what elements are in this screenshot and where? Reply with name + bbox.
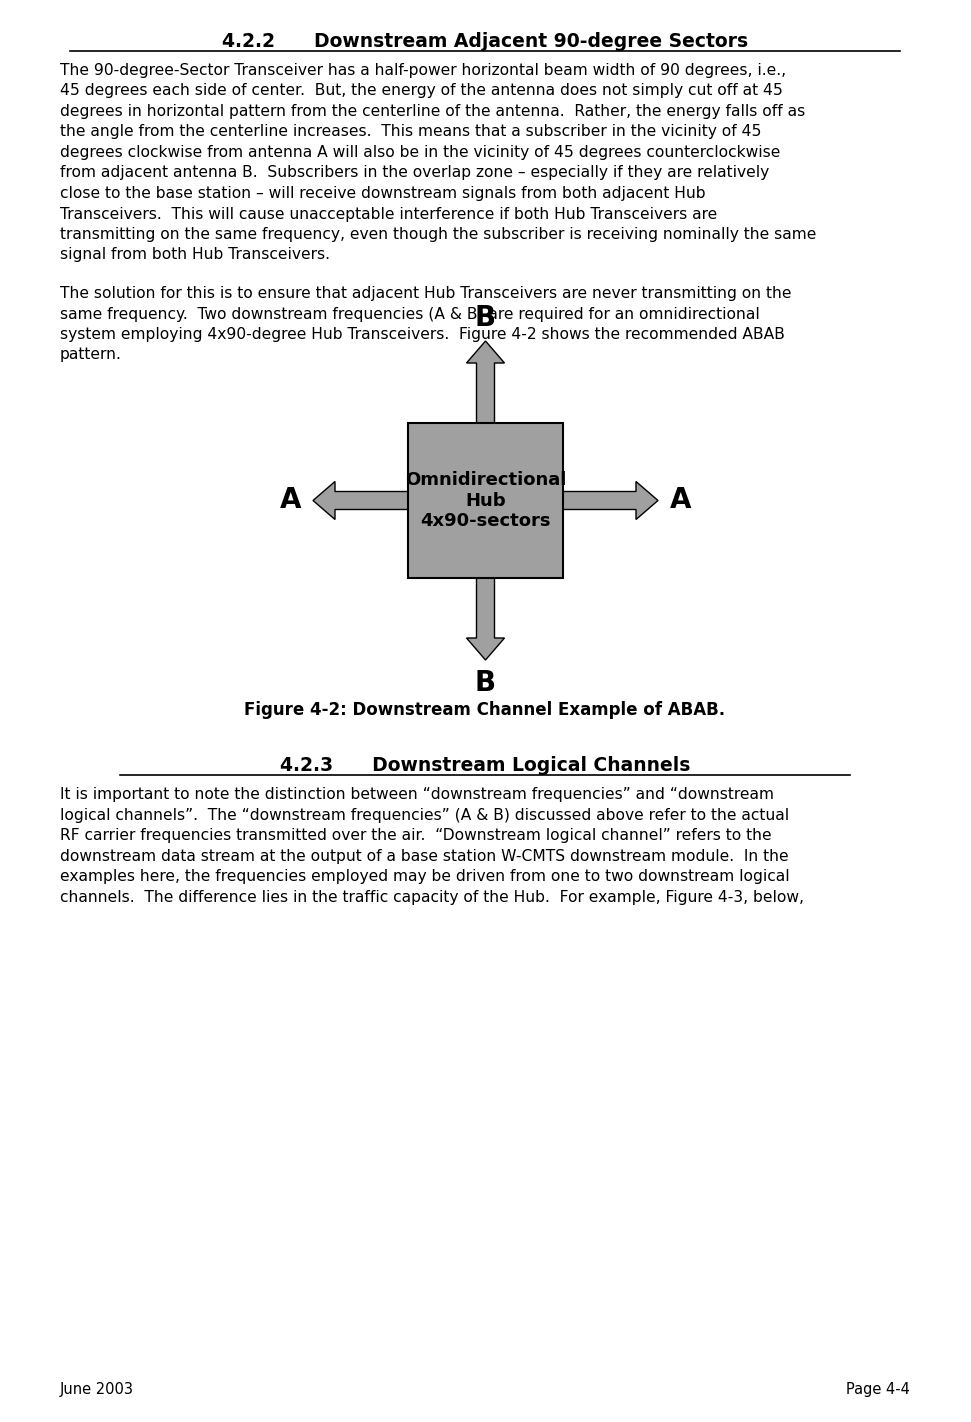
Text: Page 4-4: Page 4-4 bbox=[846, 1382, 910, 1396]
Text: transmitting on the same frequency, even though the subscriber is receiving nomi: transmitting on the same frequency, even… bbox=[60, 228, 817, 242]
Text: Omnidirectional
Hub
4x90-sectors: Omnidirectional Hub 4x90-sectors bbox=[405, 471, 566, 530]
Text: It is important to note the distinction between “downstream frequencies” and “do: It is important to note the distinction … bbox=[60, 786, 774, 802]
Text: A: A bbox=[670, 486, 691, 515]
Text: B: B bbox=[475, 668, 496, 697]
FancyArrow shape bbox=[563, 482, 658, 519]
FancyArrow shape bbox=[313, 482, 408, 519]
Text: the angle from the centerline increases.  This means that a subscriber in the vi: the angle from the centerline increases.… bbox=[60, 125, 761, 139]
Text: The solution for this is to ensure that adjacent Hub Transceivers are never tran: The solution for this is to ensure that … bbox=[60, 286, 791, 301]
FancyBboxPatch shape bbox=[408, 422, 563, 577]
Text: 4.2.3      Downstream Logical Channels: 4.2.3 Downstream Logical Channels bbox=[280, 757, 690, 775]
Text: The 90-degree-Sector Transceiver has a half-power horizontal beam width of 90 de: The 90-degree-Sector Transceiver has a h… bbox=[60, 63, 787, 78]
Text: degrees clockwise from antenna A will also be in the vicinity of 45 degrees coun: degrees clockwise from antenna A will al… bbox=[60, 145, 781, 161]
Text: logical channels”.  The “downstream frequencies” (A & B) discussed above refer t: logical channels”. The “downstream frequ… bbox=[60, 808, 789, 822]
Text: June 2003: June 2003 bbox=[60, 1382, 134, 1396]
Text: examples here, the frequencies employed may be driven from one to two downstream: examples here, the frequencies employed … bbox=[60, 869, 789, 884]
Text: RF carrier frequencies transmitted over the air.  “Downstream logical channel” r: RF carrier frequencies transmitted over … bbox=[60, 828, 772, 843]
Text: 4.2.2      Downstream Adjacent 90-degree Sectors: 4.2.2 Downstream Adjacent 90-degree Sect… bbox=[222, 33, 748, 51]
Text: channels.  The difference lies in the traffic capacity of the Hub.  For example,: channels. The difference lies in the tra… bbox=[60, 890, 804, 904]
Text: Transceivers.  This will cause unacceptable interference if both Hub Transceiver: Transceivers. This will cause unacceptab… bbox=[60, 206, 718, 222]
Text: pattern.: pattern. bbox=[60, 347, 122, 363]
Text: system employing 4x90-degree Hub Transceivers.  Figure 4-2 shows the recommended: system employing 4x90-degree Hub Transce… bbox=[60, 327, 785, 343]
Text: Figure 4-2: Downstream Channel Example of ABAB.: Figure 4-2: Downstream Channel Example o… bbox=[245, 701, 725, 720]
Text: A: A bbox=[280, 486, 301, 515]
Text: signal from both Hub Transceivers.: signal from both Hub Transceivers. bbox=[60, 247, 330, 263]
Text: 45 degrees each side of center.  But, the energy of the antenna does not simply : 45 degrees each side of center. But, the… bbox=[60, 84, 783, 98]
Text: downstream data stream at the output of a base station W-CMTS downstream module.: downstream data stream at the output of … bbox=[60, 849, 788, 863]
FancyArrow shape bbox=[466, 577, 505, 660]
Text: from adjacent antenna B.  Subscribers in the overlap zone – especially if they a: from adjacent antenna B. Subscribers in … bbox=[60, 165, 769, 181]
Text: close to the base station – will receive downstream signals from both adjacent H: close to the base station – will receive… bbox=[60, 186, 706, 201]
FancyArrow shape bbox=[466, 341, 505, 422]
Text: B: B bbox=[475, 304, 496, 331]
Text: same frequency.  Two downstream frequencies (A & B) are required for an omnidire: same frequency. Two downstream frequenci… bbox=[60, 307, 759, 321]
Text: degrees in horizontal pattern from the centerline of the antenna.  Rather, the e: degrees in horizontal pattern from the c… bbox=[60, 104, 805, 119]
